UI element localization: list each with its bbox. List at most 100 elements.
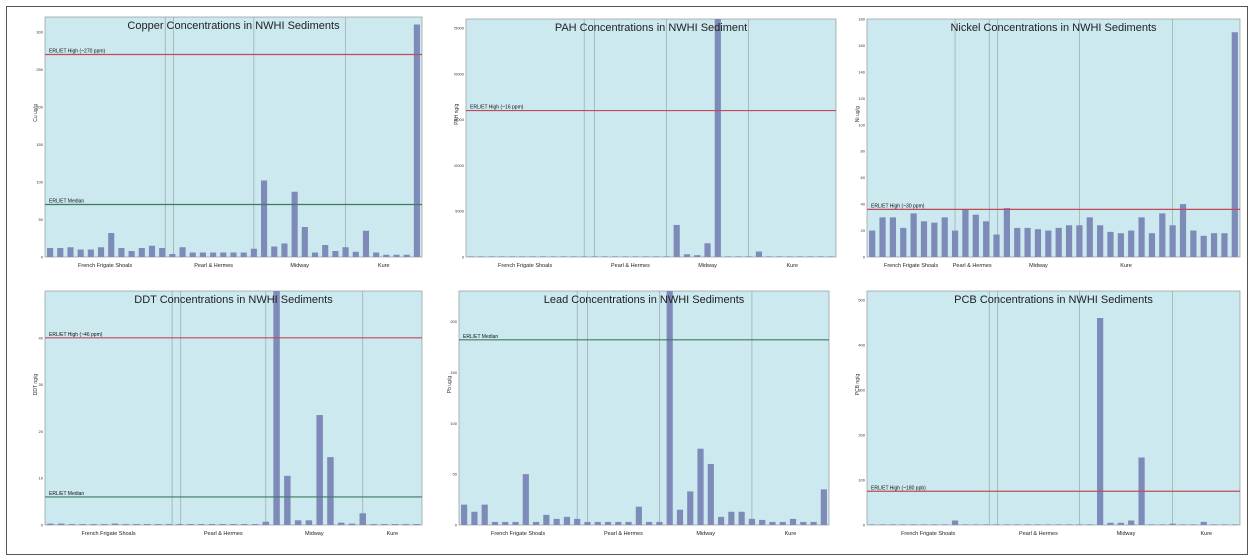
data-bar (983, 524, 990, 525)
data-bar (697, 448, 704, 525)
data-bar (262, 521, 270, 525)
data-bar (291, 191, 298, 257)
data-bar (951, 520, 959, 525)
data-bar (776, 256, 783, 257)
y-axis-label: PAH ng/g (454, 103, 460, 124)
data-bar (683, 254, 691, 257)
data-bar (294, 520, 302, 525)
region-label: Midway (290, 263, 309, 269)
y-tick-label: 0 (863, 255, 866, 260)
plot-area (465, 18, 837, 258)
chart-panel-pah: 0 5000 10000 15000 20000 25000 PAH ng/g ERL/ET … (454, 17, 839, 283)
data-bar (642, 256, 649, 257)
data-bar (311, 252, 319, 257)
data-bar (1138, 217, 1145, 257)
y-tick-label: 40 (39, 335, 44, 340)
data-bar (601, 256, 608, 257)
y-tick-label: 50 (453, 472, 458, 477)
data-bar (1169, 225, 1176, 257)
data-bar (1045, 524, 1052, 525)
data-bar (540, 256, 547, 257)
data-bar (128, 251, 135, 257)
data-bar (718, 516, 725, 525)
region-label: French Frigate Shoals (901, 531, 955, 537)
data-bar (519, 256, 526, 257)
region-label: Kure (787, 263, 799, 269)
data-bar (373, 252, 380, 257)
data-bar (154, 524, 162, 525)
data-bar (1117, 233, 1124, 257)
data-bar (393, 254, 400, 257)
data-bar (993, 234, 1000, 257)
data-bar (68, 524, 76, 525)
data-bar (817, 256, 824, 257)
data-bar (800, 521, 807, 525)
data-bar (512, 521, 519, 525)
data-bar (1024, 524, 1031, 525)
data-bar (1014, 524, 1021, 525)
y-tick-label: 40 (861, 202, 866, 207)
chart-panel-nickel: 0 20 40 60 80 100 120 140 160 180 Ni ug/g ERL/ET Hi… (855, 17, 1243, 283)
chart-panel-pcb: 0 100 200 300 400 500 PCB ng/g ERL/ET High (~18… (855, 289, 1243, 551)
data-bar (1221, 233, 1228, 257)
data-bar (632, 256, 639, 257)
data-bar (1210, 524, 1218, 525)
data-bar (491, 521, 499, 525)
data-bar (1076, 524, 1083, 525)
y-tick-label: 250 (36, 67, 43, 72)
reference-line-label: ERL/ET High (~46 ppm) (49, 332, 103, 338)
data-bar (498, 256, 506, 257)
data-bar (931, 222, 938, 257)
data-bar (337, 522, 345, 525)
y-tick-label: 160 (858, 43, 865, 48)
plot-area (458, 290, 830, 526)
data-bar (584, 521, 591, 525)
chart-panel-ddt: 0 10 20 30 40 DDT ng/g ERL/ET High (~46 ppm) ER… (33, 289, 425, 551)
y-tick-label: 0 (41, 255, 44, 260)
reference-line-label: ERL/ET Median (49, 491, 84, 497)
region-label: Kure (1120, 263, 1132, 269)
data-bar (197, 524, 205, 525)
data-bar (972, 214, 979, 257)
plot-area (866, 290, 1241, 526)
y-tick-label: 300 (36, 30, 43, 35)
data-bar (543, 514, 550, 525)
data-bar (827, 256, 834, 257)
region-label: French Frigate Shoals (884, 263, 938, 269)
y-tick-label: 200 (36, 105, 43, 110)
data-bar (625, 521, 632, 525)
data-bar (391, 524, 399, 525)
data-bar (869, 230, 876, 257)
chart-title: Copper Concentrations in NWHI Sediments (127, 20, 340, 32)
data-bar (574, 518, 581, 525)
data-bar (362, 230, 370, 257)
data-bar (1055, 227, 1062, 257)
y-tick-label: 80 (861, 149, 866, 154)
data-bar (879, 524, 886, 525)
data-bar (1210, 233, 1218, 257)
data-bar (352, 251, 359, 257)
data-bar (769, 521, 776, 525)
data-bar (972, 524, 979, 525)
data-bar (281, 243, 288, 257)
data-bar (653, 256, 660, 257)
chart-panel-copper: 0 50 100 150 200 250 300 Cu ug/g ERL/ET High (~2… (33, 15, 425, 283)
y-tick-label: 20 (39, 429, 44, 434)
y-tick-label: 120 (858, 96, 865, 101)
region-label: Kure (785, 531, 797, 537)
data-bar (714, 19, 721, 257)
data-bar (879, 217, 886, 257)
data-bar (87, 249, 94, 257)
data-bar (1086, 524, 1093, 525)
region-label: Pearl & Hermes (194, 263, 233, 269)
data-bar (1221, 524, 1228, 525)
data-bar (687, 491, 694, 525)
data-bar (322, 245, 329, 257)
data-bar (1076, 225, 1083, 257)
data-bar (1014, 227, 1021, 257)
data-bar (738, 511, 745, 525)
data-bar (646, 521, 653, 525)
data-bar (951, 230, 959, 257)
data-bar (381, 524, 388, 525)
data-bar (663, 256, 670, 257)
